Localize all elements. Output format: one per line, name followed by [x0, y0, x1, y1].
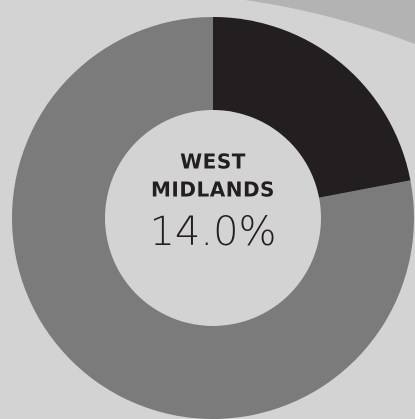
neighbor-slice: [245, 0, 415, 44]
center-value: 14.0%: [149, 209, 276, 255]
center-title: WEST: [180, 150, 246, 174]
donut-hole: [105, 110, 321, 326]
center-title: MIDLANDS: [151, 178, 275, 202]
